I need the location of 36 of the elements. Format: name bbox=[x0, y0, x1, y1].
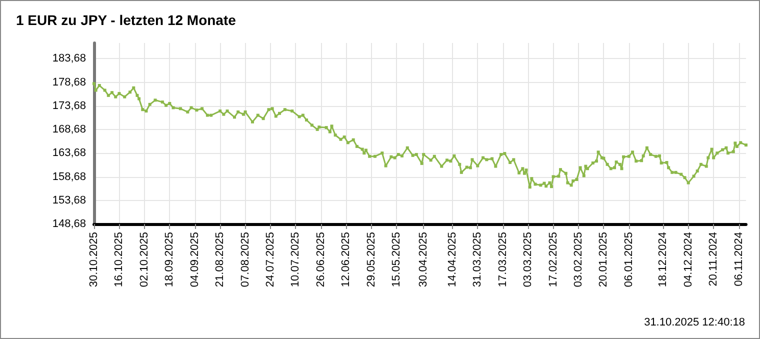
x-tick-label: 18.12.2024 bbox=[657, 232, 670, 288]
x-tick-label: 03.03.2025 bbox=[522, 232, 534, 288]
x-tick-label: 02.10.2025 bbox=[138, 232, 150, 288]
x-tick-label: 20.11.2024 bbox=[708, 232, 720, 286]
x-tick-label: 06.11.2024 bbox=[732, 232, 745, 286]
x-tick-label: 15.05.2025 bbox=[390, 232, 403, 288]
x-tick-label: 06.01.2025 bbox=[622, 232, 635, 288]
x-tick-label: 20.01.2025 bbox=[598, 232, 610, 288]
y-tick-label: 148,68 bbox=[52, 218, 86, 230]
x-tick-label: 10.07.2025 bbox=[290, 232, 302, 288]
x-tick-label: 16.10.2025 bbox=[113, 232, 126, 288]
y-tick-label: 173,68 bbox=[52, 100, 86, 112]
x-tick-label: 03.02.2025 bbox=[572, 232, 584, 288]
x-tick-label: 04.09.2025 bbox=[188, 232, 201, 288]
y-tick-label: 168,68 bbox=[52, 124, 86, 136]
x-tick-label: 17.03.2025 bbox=[496, 232, 509, 288]
x-tick-label: 29.05.2025 bbox=[365, 232, 378, 288]
y-tick-label: 153,68 bbox=[52, 194, 86, 206]
x-tick-label: 12.06.2025 bbox=[340, 232, 352, 288]
x-tick-label: 04.12.2024 bbox=[682, 232, 694, 288]
chart-title: 1 EUR zu JPY - letzten 12 Monate bbox=[16, 12, 236, 28]
y-tick-label: 178,68 bbox=[52, 76, 86, 88]
x-tick-label: 14.04.2025 bbox=[446, 232, 458, 288]
x-tick-label: 17.02.2025 bbox=[547, 232, 560, 288]
text: 31.10.2025 12:40:18 bbox=[644, 316, 746, 328]
y-tick-label: 183,68 bbox=[52, 52, 86, 65]
x-tick-label: 07.08.2025 bbox=[239, 232, 252, 288]
x-tick-label: 18.09.2025 bbox=[164, 232, 176, 288]
x-tick-label: 21.08.2025 bbox=[214, 232, 226, 288]
x-tick-label: 26.06.2025 bbox=[314, 232, 327, 288]
y-tick-label: 163,68 bbox=[52, 147, 86, 160]
x-tick-label: 30.04.2025 bbox=[418, 232, 430, 288]
x-tick-label: 31.03.2025 bbox=[472, 232, 484, 288]
y-tick-label: 158,68 bbox=[52, 170, 86, 183]
x-tick-label: 30.10.2025 bbox=[88, 232, 100, 288]
x-tick-label: 24.07.2025 bbox=[264, 232, 277, 288]
